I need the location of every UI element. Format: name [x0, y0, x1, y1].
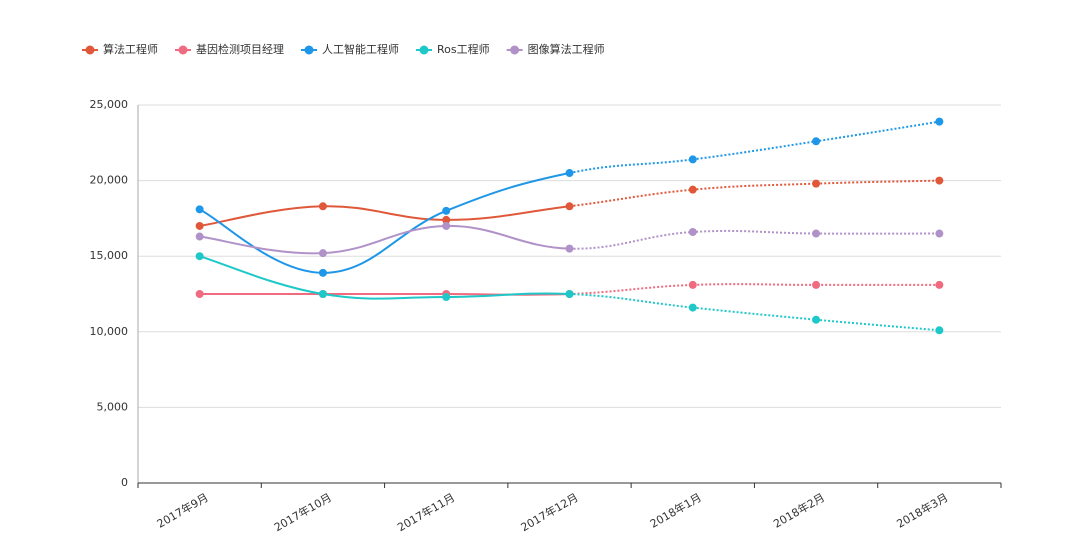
point	[195, 232, 204, 241]
x-tick-label: 2017年10月	[272, 490, 334, 534]
series-line	[199, 205, 570, 227]
point	[442, 206, 451, 215]
point	[688, 303, 697, 312]
point	[688, 155, 697, 164]
point	[195, 252, 204, 261]
point	[935, 326, 944, 335]
y-tick-label: 5,000	[97, 400, 129, 413]
y-tick-label: 15,000	[90, 249, 129, 262]
legend-marker	[85, 45, 95, 55]
point	[565, 290, 574, 298]
legend-label: Ros工程师	[437, 43, 490, 56]
legend-label: 人工智能工程师	[322, 42, 399, 56]
point	[935, 229, 944, 238]
series-line	[199, 172, 570, 274]
point	[688, 185, 697, 194]
x-tick-label: 2018年3月	[894, 490, 950, 531]
x-tick-label: 2018年1月	[647, 490, 703, 531]
series-line	[569, 120, 940, 175]
series-line	[569, 179, 940, 208]
series-line	[199, 224, 570, 255]
legend-marker	[304, 45, 314, 55]
y-tick-label: 20,000	[90, 174, 129, 187]
point	[442, 221, 451, 230]
series-line	[569, 283, 940, 295]
point	[812, 315, 821, 324]
point	[565, 202, 574, 211]
point	[812, 137, 821, 146]
point	[935, 280, 944, 289]
point	[318, 249, 327, 258]
x-tick-label: 2018年2月	[771, 490, 827, 531]
x-tick-label: 2017年9月	[154, 490, 210, 531]
point	[812, 179, 821, 188]
legend-label: 算法工程师	[103, 42, 158, 56]
point	[195, 221, 204, 230]
point	[442, 293, 451, 302]
point	[565, 169, 574, 178]
series-line	[569, 293, 940, 332]
point	[318, 202, 327, 211]
legend-marker	[178, 45, 188, 55]
point	[812, 280, 821, 289]
series-line	[569, 229, 940, 250]
point	[935, 176, 944, 185]
legend-marker	[419, 45, 429, 55]
point	[565, 244, 574, 253]
point	[195, 290, 204, 298]
point	[688, 228, 697, 237]
y-tick-label: 25,000	[90, 98, 129, 111]
x-tick-label: 2017年11月	[395, 490, 457, 534]
legend-marker	[510, 45, 520, 55]
point	[318, 268, 327, 277]
legend-label: 基因检测项目经理	[196, 42, 284, 56]
point	[688, 280, 697, 289]
y-tick-label: 10,000	[90, 325, 129, 338]
series-line	[199, 255, 570, 300]
point	[812, 229, 821, 238]
x-tick-label: 2017年12月	[518, 490, 580, 534]
point	[195, 205, 204, 214]
point	[442, 215, 451, 224]
point	[318, 290, 327, 298]
legend-label: 图像算法工程师	[528, 42, 605, 56]
y-tick-label: 0	[121, 476, 128, 489]
point	[935, 117, 944, 126]
